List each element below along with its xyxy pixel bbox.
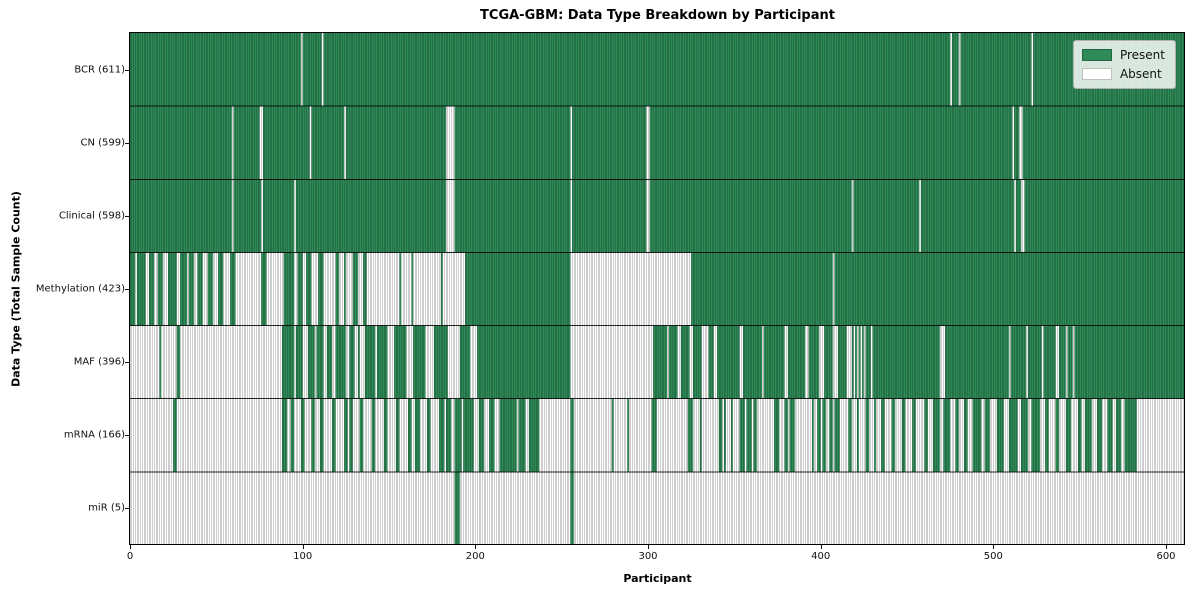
x-tick-label: 500 — [983, 551, 1003, 562]
x-axis-title: Participant — [623, 572, 692, 585]
present-swatch-icon — [1081, 49, 1112, 61]
x-tick-label: 400 — [811, 551, 831, 562]
chart-title: TCGA-GBM: Data Type Breakdown by Partici… — [480, 8, 835, 23]
x-tick-mark — [648, 545, 649, 549]
x-tick-mark — [1166, 545, 1167, 549]
y-tick-label-MAF: MAF (396) — [73, 356, 125, 368]
heatmap-canvas — [130, 33, 1185, 545]
y-tick-mark — [125, 215, 129, 217]
legend-label-absent: Absent — [1119, 67, 1162, 81]
x-tick-label: 100 — [293, 551, 313, 562]
x-tick-mark — [130, 545, 131, 549]
x-tick-label: 0 — [126, 551, 134, 562]
legend: Present Absent — [1072, 40, 1176, 89]
plot-area — [130, 33, 1185, 545]
x-tick-mark — [475, 545, 477, 549]
x-tick-label: 200 — [465, 551, 485, 562]
absent-swatch-icon — [1081, 68, 1112, 80]
y-tick-mark — [125, 362, 129, 364]
y-tick-label-miR: miR (5) — [88, 502, 125, 514]
y-tick-mark — [125, 435, 129, 437]
y-tick-mark — [125, 69, 129, 71]
y-tick-label-BCR: BCR (611) — [74, 64, 125, 76]
x-tick-mark — [820, 545, 822, 549]
y-tick-label-Methylation: Methylation (423) — [35, 283, 125, 295]
y-tick-mark — [125, 508, 129, 510]
y-tick-mark — [125, 142, 129, 144]
legend-entry-absent: Absent — [1081, 67, 1165, 81]
x-tick-label: 600 — [1156, 551, 1176, 562]
legend-entry-present: Present — [1081, 48, 1165, 62]
legend-label-present: Present — [1119, 48, 1165, 62]
x-tick-mark — [993, 545, 995, 549]
y-tick-label-Clinical: Clinical (598) — [58, 210, 125, 222]
y-tick-mark — [125, 289, 129, 290]
y-tick-label-mRNA: mRNA (166) — [63, 429, 125, 441]
y-axis-title: Data Type (Total Sample Count) — [9, 191, 23, 387]
y-tick-label-CN: CN (599) — [80, 137, 125, 149]
x-tick-mark — [302, 545, 304, 549]
x-tick-label: 300 — [638, 551, 658, 562]
